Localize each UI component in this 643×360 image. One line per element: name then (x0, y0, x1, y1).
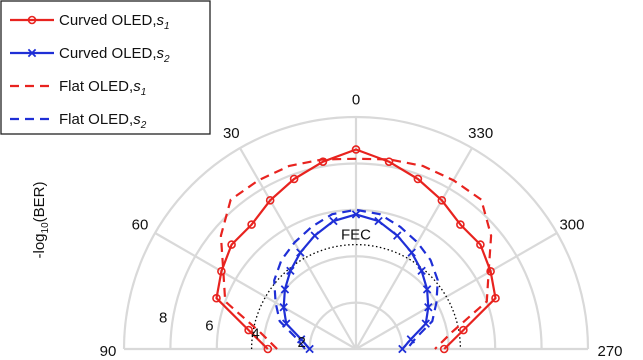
series-1-point-13 (417, 266, 426, 276)
series-group (212, 145, 500, 354)
legend-box (0, 0, 211, 135)
series-1-point-0 (305, 344, 314, 354)
legend-marker-0 (27, 15, 37, 25)
series-0-point-9 (351, 145, 361, 154)
series-1-point-3 (279, 303, 288, 312)
legend-label-sub-2: 1 (141, 87, 147, 98)
radial-tick-label-6: 6 (205, 318, 213, 335)
grid-spoke-1 (154, 232, 357, 350)
legend-label-main-2: Flat OLED, (59, 78, 133, 95)
legend-item-2: Flat OLED,s1 (10, 78, 146, 98)
radial-tick-label-4: 4 (251, 326, 259, 343)
series-1-point-14 (422, 285, 432, 294)
series-1-point-18 (398, 344, 407, 354)
grid-spoke-5 (355, 232, 558, 350)
series-1-point-12 (407, 248, 416, 257)
series-1-point-5 (286, 266, 295, 276)
series-0-point-13 (456, 220, 465, 229)
legend-label-1: Curved OLED,s2 (59, 45, 170, 65)
series-1-point-7 (310, 231, 319, 240)
radial-tick-label-2: 2 (298, 334, 306, 351)
legend-label-main-1: Curved OLED, (59, 45, 157, 62)
legend-label-sub-3: 2 (140, 120, 147, 131)
fec-threshold: FEC (250, 227, 462, 350)
series-0-point-16 (491, 293, 500, 303)
series-0-point-15 (486, 266, 495, 276)
series-1-point-1 (296, 335, 306, 344)
series-3 (273, 208, 439, 350)
series-1 (279, 210, 433, 354)
series-0-point-1 (244, 325, 253, 335)
series-0-point-12 (437, 196, 447, 205)
series-0-point-2 (212, 293, 221, 303)
polar-grid (122, 115, 590, 351)
series-1-point-11 (393, 231, 402, 240)
series-1-point-2 (282, 319, 291, 328)
y-axis-label-main: -log (31, 233, 48, 258)
angle-tick-label-90: 90 (100, 343, 117, 360)
series-line-2 (219, 157, 493, 350)
legend-item-3: Flat OLED,s2 (10, 111, 147, 131)
series-0-point-17 (459, 325, 468, 335)
angle-tick-label-30: 30 (223, 125, 240, 142)
legend-label-var-0: s (157, 12, 165, 29)
series-1-point-4 (280, 285, 290, 294)
series-0-point-4 (227, 240, 236, 249)
y-axis-label: -log10(BER) (31, 182, 51, 259)
series-2 (219, 157, 493, 350)
series-0-point-11 (413, 174, 423, 184)
grid-spoke-4 (355, 147, 473, 350)
radial-tick-label-8: 8 (159, 309, 167, 326)
angle-tick-label-60: 60 (132, 216, 149, 233)
series-1-point-16 (421, 319, 430, 328)
series-1-point-6 (296, 248, 305, 257)
series-1-point-10 (374, 216, 383, 226)
series-1-point-15 (424, 303, 433, 312)
grid-spoke-2 (239, 147, 357, 350)
series-0-point-0 (263, 344, 273, 354)
series-0-point-7 (289, 174, 299, 184)
fec-label: FEC (341, 227, 371, 244)
legend-item-0: Curved OLED,s1 (10, 12, 170, 32)
legend-label-0: Curved OLED,s1 (59, 12, 170, 32)
legend-label-main-0: Curved OLED, (59, 12, 157, 29)
series-0-point-6 (265, 196, 275, 205)
legend-label-var-2: s (133, 78, 141, 95)
angle-tick-label-330: 330 (468, 125, 493, 142)
series-0-point-3 (217, 266, 226, 276)
angle-tick-label-0: 0 (352, 92, 360, 109)
series-1-point-9 (351, 210, 361, 219)
y-axis-label-tail: (BER) (31, 182, 48, 223)
legend-item-1: Curved OLED,s2 (10, 45, 170, 65)
series-line-3 (273, 208, 439, 350)
legend-label-3: Flat OLED,s2 (59, 111, 147, 131)
angle-tick-label-270: 270 (597, 343, 622, 360)
series-0-point-18 (439, 344, 449, 354)
legend-marker-1 (27, 48, 37, 58)
series-0-point-14 (476, 240, 485, 249)
legend-label-var-1: s (157, 45, 165, 62)
legend-label-sub-1: 2 (163, 54, 170, 65)
legend-label-sub-0: 1 (164, 21, 170, 32)
series-0 (212, 145, 500, 354)
series-0-point-8 (318, 157, 328, 166)
angle-tick-label-300: 300 (559, 216, 584, 233)
y-axis-label-sub: 10 (40, 222, 51, 234)
series-0-point-5 (247, 220, 256, 229)
series-0-point-10 (384, 157, 394, 166)
series-1-point-8 (329, 216, 338, 226)
series-1-point-17 (406, 335, 416, 344)
fec-arc (250, 244, 462, 350)
series-line-0 (215, 148, 497, 350)
legend-label-2: Flat OLED,s1 (59, 78, 146, 98)
legend-label-var-3: s (133, 111, 141, 128)
legend-label-main-3: Flat OLED, (59, 111, 133, 128)
